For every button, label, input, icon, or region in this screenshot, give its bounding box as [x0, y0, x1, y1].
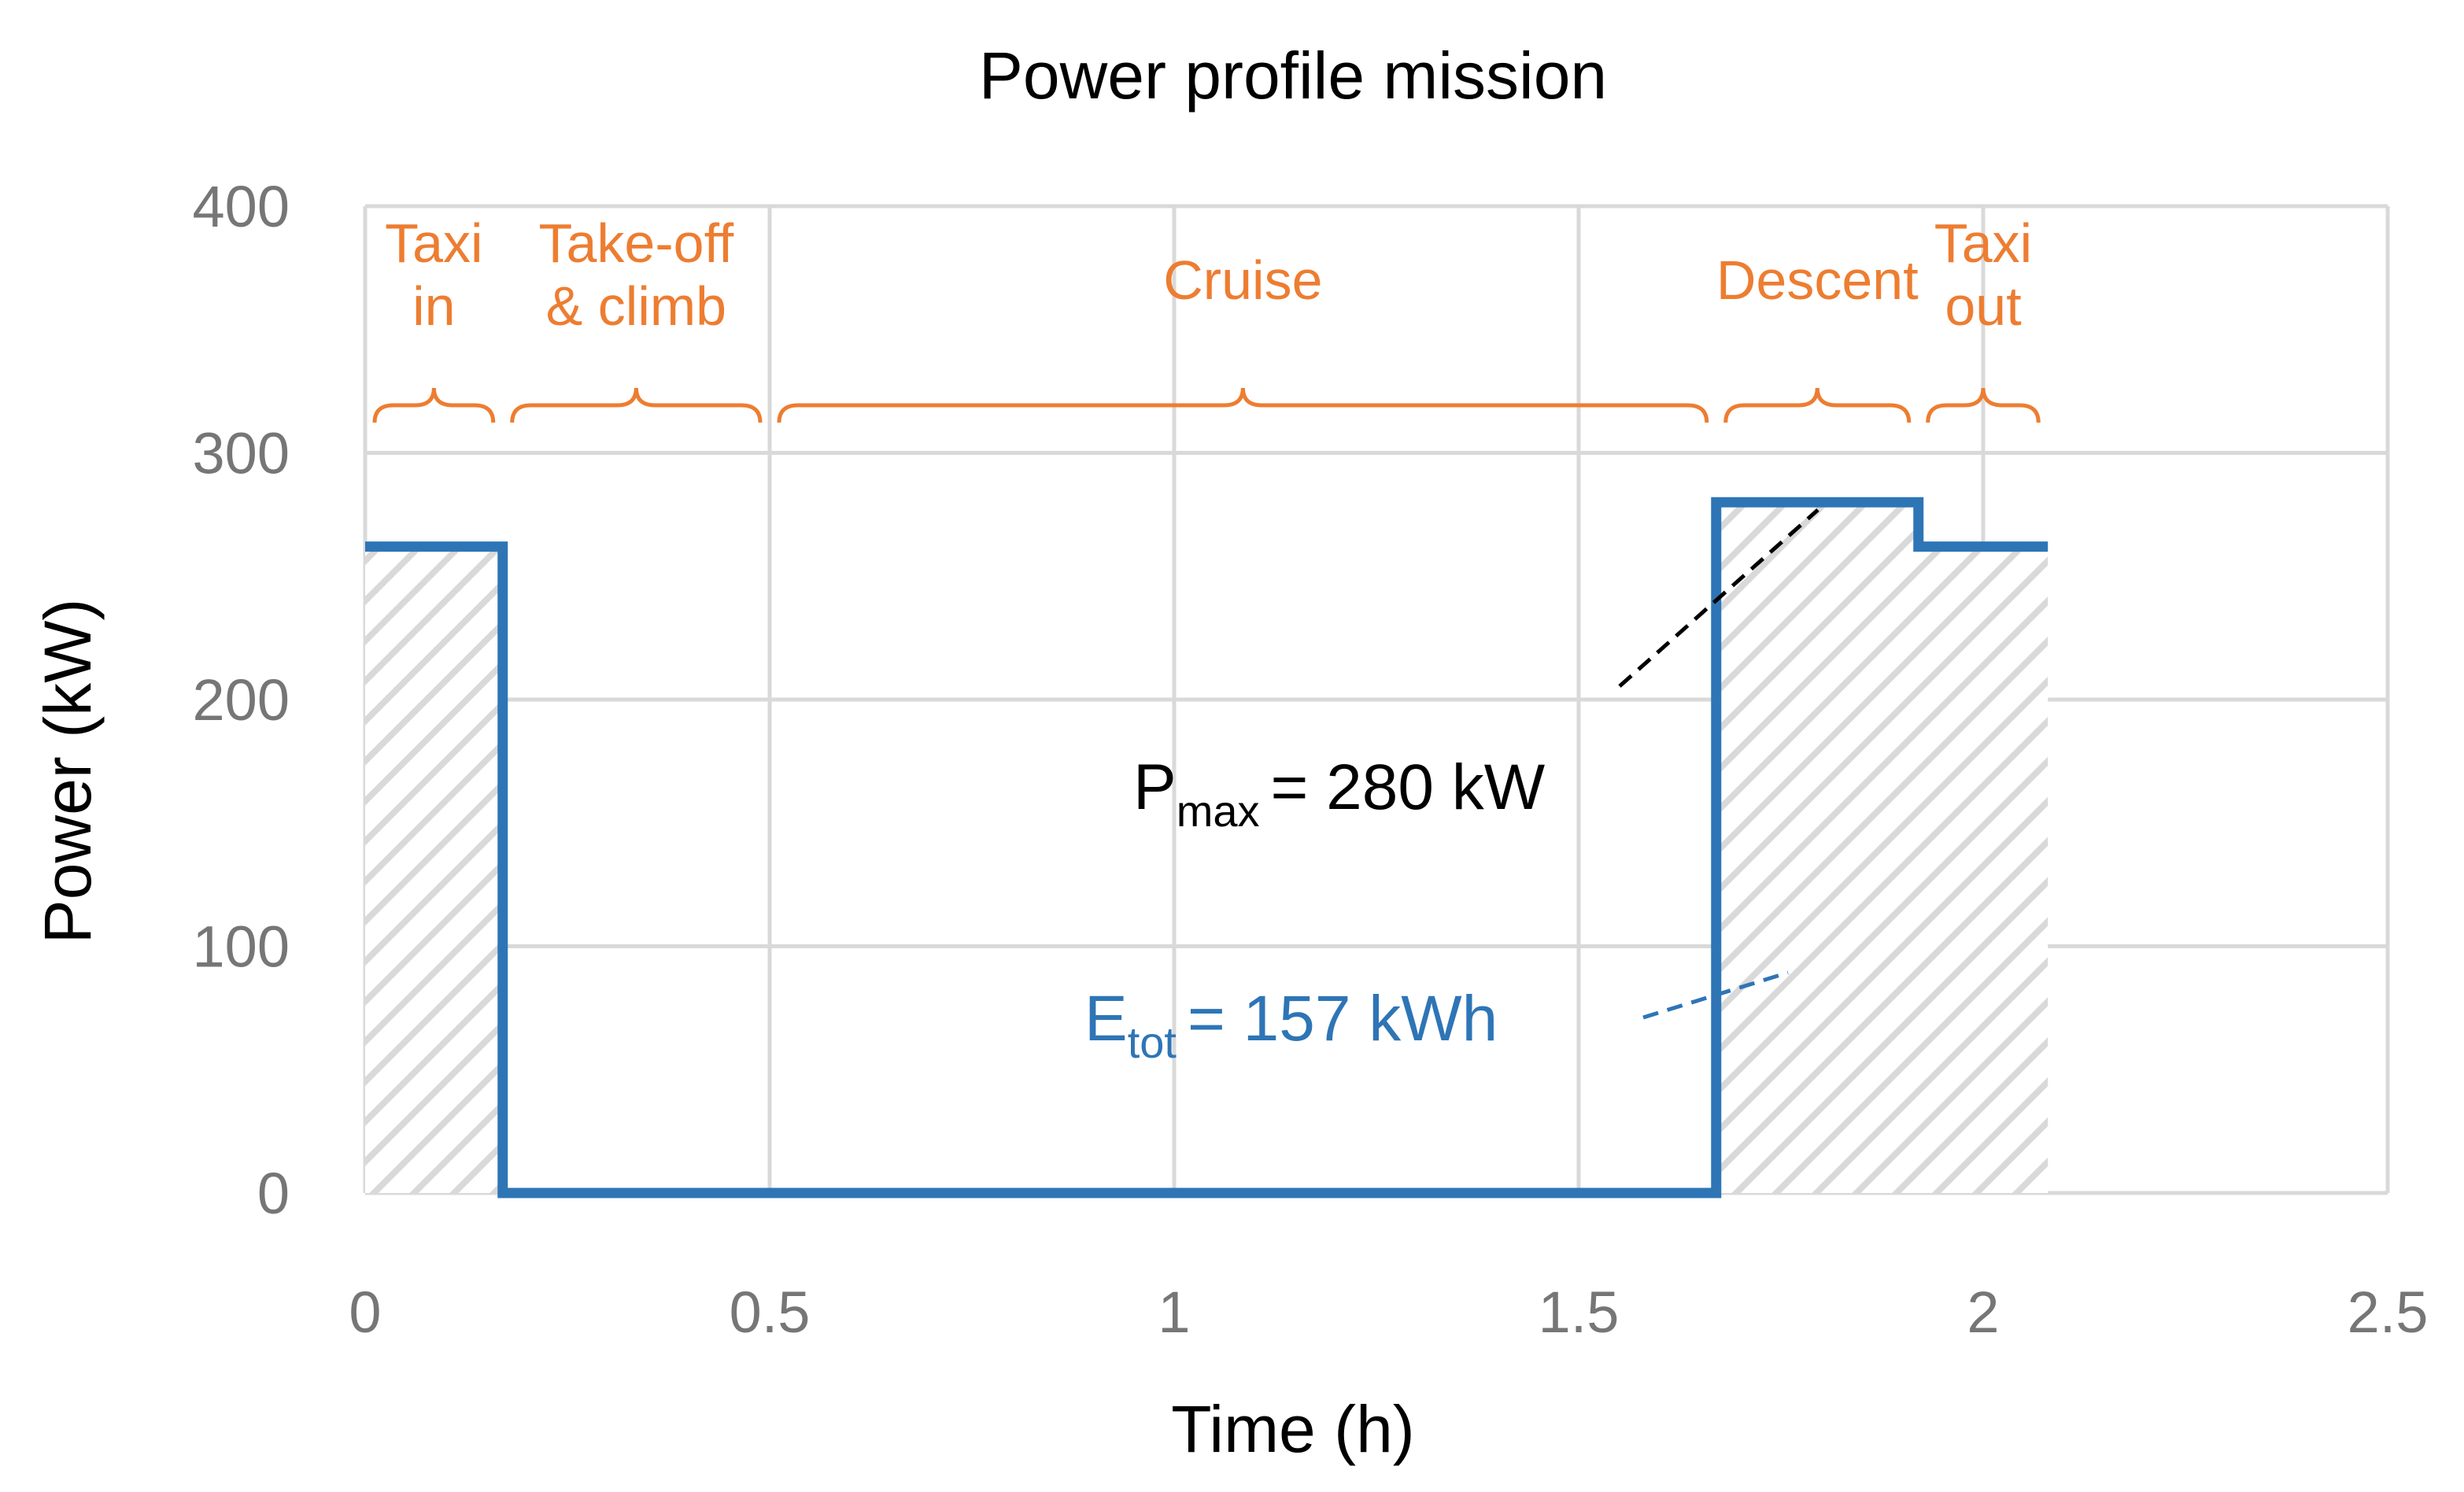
- etot-subscript: tot: [1128, 1017, 1177, 1067]
- x-tick-label: 1.5: [1539, 1280, 1620, 1345]
- phase-label: Taxi out: [1934, 212, 2032, 337]
- phase-label: Taxi in: [385, 212, 482, 337]
- phase-label: Descent: [1716, 249, 1919, 311]
- phase-label-line: Taxi: [1934, 212, 2032, 274]
- y-tick-label: 100: [193, 914, 290, 980]
- y-tick-label: 0: [257, 1161, 290, 1226]
- y-tick-label: 200: [193, 667, 290, 733]
- pmax-value: = 280 kW: [1271, 752, 1546, 823]
- y-axis-title: Power (kW): [31, 599, 105, 944]
- x-tick-label: 0.5: [730, 1280, 811, 1345]
- etot-symbol: E: [1084, 983, 1128, 1054]
- phase-label-line: Cruise: [1163, 249, 1322, 311]
- pmax-symbol: P: [1133, 752, 1177, 823]
- phase-label: Take-off & climb: [539, 212, 734, 337]
- x-tick-label: 1: [1158, 1280, 1190, 1345]
- etot-value: = 157 kWh: [1188, 983, 1498, 1054]
- pmax-subscript: max: [1177, 786, 1260, 836]
- energy-hatch-area: [365, 502, 2048, 1193]
- phase-label-line: Taxi: [385, 212, 482, 274]
- phase-label: Cruise: [1163, 249, 1322, 311]
- x-tick-labels: 0 0.5 1 1.5 2 2.5: [349, 1280, 2428, 1345]
- power-step-line: [365, 497, 2048, 1198]
- phase-label-line: Take-off: [539, 212, 734, 274]
- pmax-leader-line: [1618, 508, 1819, 688]
- etot-annotation: Etot = 157 kWh: [1084, 983, 1498, 1067]
- x-tick-label: 2.5: [2348, 1280, 2429, 1345]
- y-tick-label: 400: [193, 174, 290, 239]
- y-tick-labels: 0 100 200 300 400: [193, 174, 290, 1226]
- phase-label-line: out: [1945, 275, 2021, 337]
- phase-brace: [1723, 387, 1912, 423]
- phase-brace: [1926, 387, 2041, 423]
- pmax-annotation: Pmax = 280 kW: [1133, 752, 1546, 836]
- x-tick-label: 2: [1967, 1280, 1999, 1345]
- x-tick-label: 0: [349, 1280, 381, 1345]
- etot-leader-line: [1642, 970, 1789, 1020]
- y-tick-label: 300: [193, 421, 290, 486]
- phase-label-line: Descent: [1716, 249, 1919, 311]
- phase-brace: [372, 387, 496, 423]
- x-axis-title: Time (h): [1171, 1392, 1415, 1466]
- phase-label-line: & climb: [546, 275, 726, 337]
- phase-brace: [777, 387, 1709, 423]
- phase-label-line: in: [412, 275, 455, 337]
- phase-brace: [510, 387, 763, 423]
- chart-title: Power profile mission: [979, 39, 1607, 113]
